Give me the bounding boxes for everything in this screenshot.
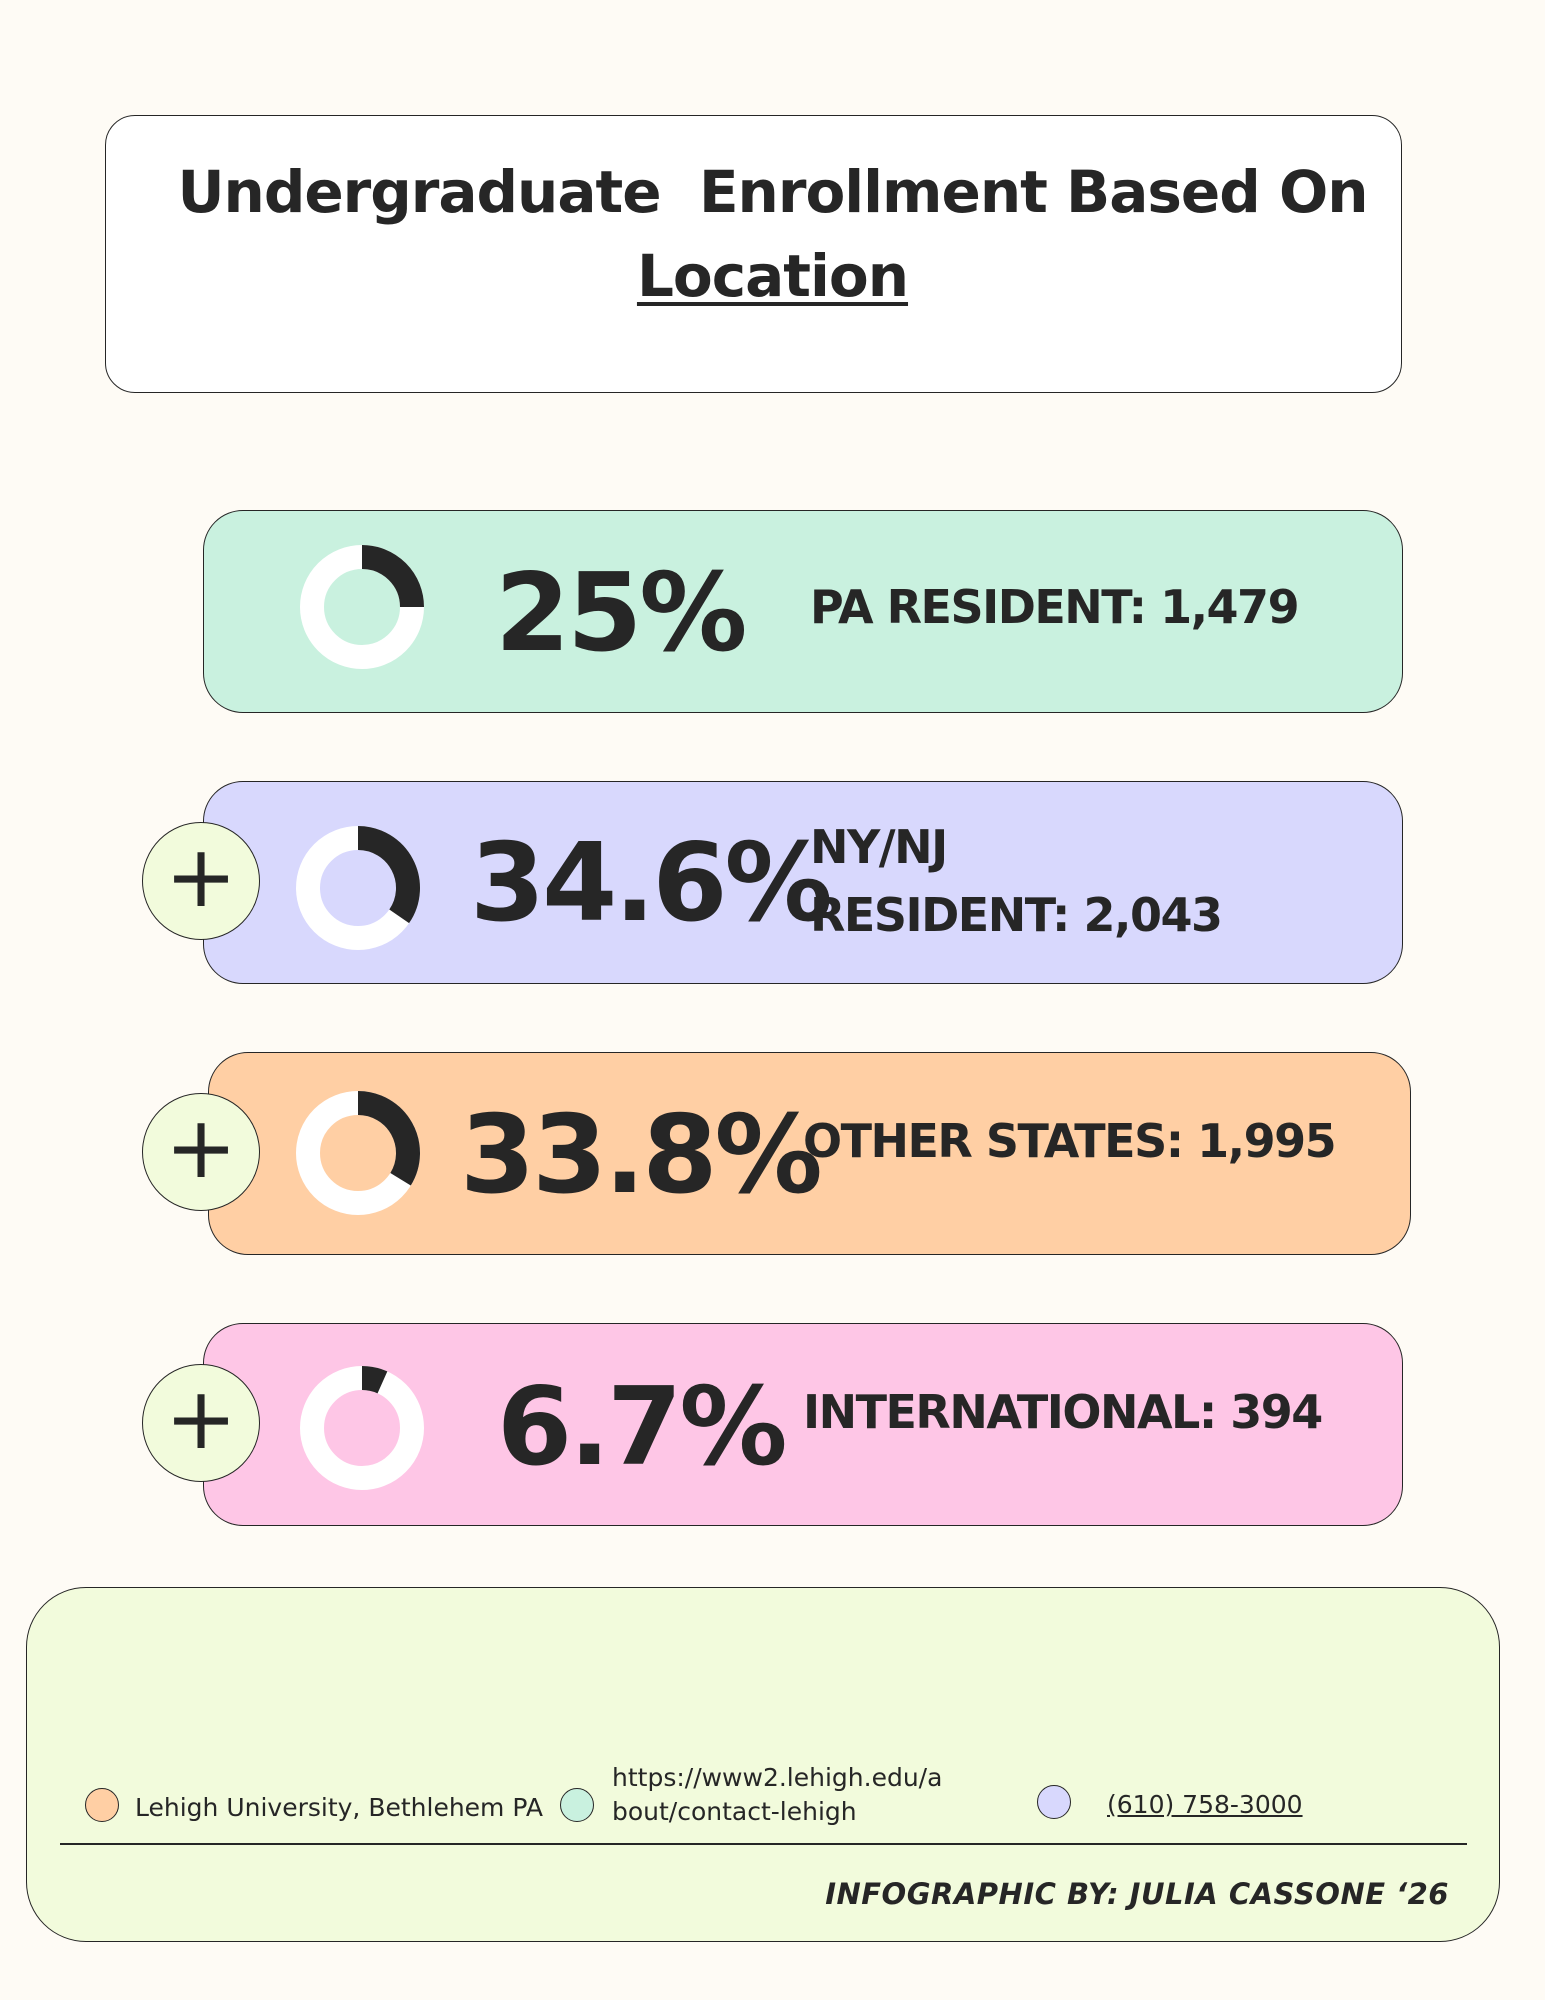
location-dot-icon (85, 1788, 119, 1822)
footer-url-line1[interactable]: https://www2.lehigh.edu/a (612, 1763, 943, 1792)
plus-icon: + (164, 1369, 238, 1469)
stat-card-nynj (203, 781, 1403, 984)
donut-segment (357, 826, 420, 924)
label-nynj-line1: NY/NJ (810, 820, 948, 874)
label-nynj-line2: RESIDENT: 2,043 (810, 888, 1223, 942)
title-card (105, 115, 1402, 393)
phone-dot-icon (1037, 1785, 1071, 1819)
footer-phone-link[interactable]: (610) 758-3000 (1107, 1790, 1303, 1819)
plus-icon: + (164, 827, 238, 927)
donut-segment (357, 1091, 420, 1186)
donut-ring (300, 1366, 424, 1490)
label-other-states: OTHER STATES: 1,995 (803, 1114, 1337, 1168)
expand-international-button[interactable]: + (142, 1364, 260, 1482)
plus-icon: + (164, 1098, 238, 1198)
percent-nynj: 34.6% (470, 821, 833, 946)
footer-card (26, 1587, 1500, 1942)
page-title: Undergraduate Enrollment Based On (177, 158, 1368, 226)
website-dot-icon (560, 1788, 594, 1822)
donut-segment (361, 545, 424, 608)
donut-chart-nynj (296, 826, 420, 950)
footer-divider (60, 1843, 1467, 1845)
footer-location: Lehigh University, Bethlehem PA (135, 1793, 543, 1822)
percent-pa: 25% (495, 551, 748, 676)
page-title-location-text: Location (636, 242, 909, 310)
percent-other-states: 33.8% (460, 1093, 823, 1218)
percent-international: 6.7% (497, 1365, 788, 1490)
page-title-location: Location (0, 242, 1545, 310)
expand-other-states-button[interactable]: + (142, 1093, 260, 1211)
donut-segment (361, 1366, 388, 1394)
label-international: INTERNATIONAL: 394 (803, 1385, 1323, 1439)
footer-url-line2[interactable]: bout/contact-lehigh (612, 1797, 857, 1826)
expand-nynj-button[interactable]: + (142, 822, 260, 940)
label-pa: PA RESIDENT: 1,479 (810, 580, 1300, 634)
footer-credit: INFOGRAPHIC BY: JULIA CASSONE ‘26 (825, 1877, 1449, 1911)
donut-chart-pa (300, 545, 424, 669)
donut-chart-other-states (296, 1091, 420, 1215)
donut-chart-international (300, 1366, 424, 1490)
